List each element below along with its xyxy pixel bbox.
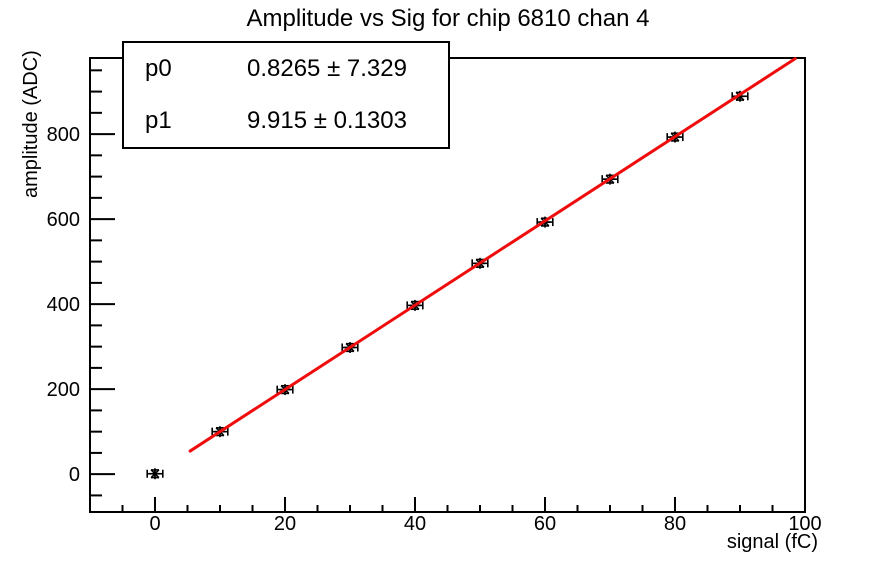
y-tick-label: 600 [47,209,80,231]
fit-stats-box: p0 0.8265 ± 7.329 p1 9.915 ± 0.1303 [122,41,450,149]
x-tick-label: 40 [404,513,426,535]
x-tick-label: 100 [788,513,821,535]
x-tick-label: 60 [534,513,556,535]
y-tick-label: 200 [47,379,80,401]
y-tick-label: 800 [47,124,80,146]
x-tick-label: 0 [149,513,160,535]
x-axis-title: signal (fC) [726,531,818,553]
stat-row-p0: p0 0.8265 ± 7.329 [145,43,448,95]
stat-p1-value: 9.915 ± 0.1303 [247,107,407,134]
plot-title: Amplitude vs Sig for chip 6810 chan 4 [246,5,650,32]
y-tick-label: 0 [69,464,80,486]
data-point-marker [150,469,160,479]
x-tick-label: 20 [274,513,296,535]
y-tick-label: 400 [47,294,80,316]
stat-row-p1: p1 9.915 ± 0.1303 [145,95,448,147]
fit-line [188,57,797,453]
stat-p0-name: p0 [145,55,172,82]
stat-p0-value: 0.8265 ± 7.329 [247,55,407,82]
y-axis-title: amplitude (ADC) [20,50,42,198]
stat-p1-name: p1 [145,107,172,134]
x-tick-label: 80 [664,513,686,535]
